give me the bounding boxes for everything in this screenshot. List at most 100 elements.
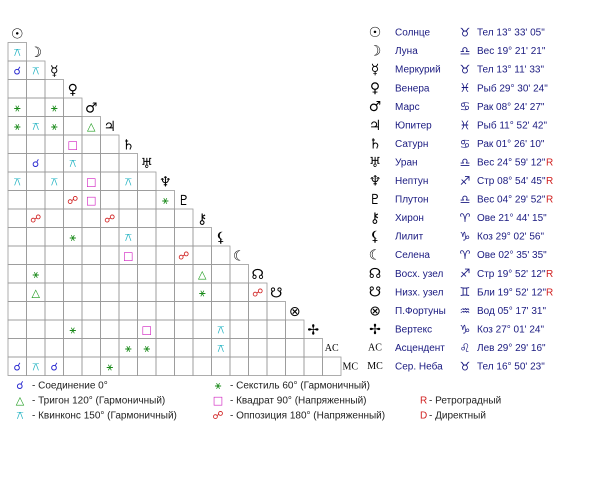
grid-cell — [100, 264, 120, 284]
diagonal-glyph: ⚷ — [197, 211, 207, 227]
grid-cell — [63, 264, 83, 284]
aspect-symbol: ⚹ — [162, 194, 169, 207]
legend-label: - Директный — [429, 411, 486, 422]
grid-cell — [7, 134, 27, 154]
aspect-symbol: ⚻ — [32, 120, 39, 133]
grid-cell — [44, 208, 64, 228]
position: Вес 04° 29' 52" — [477, 195, 546, 206]
planet-glyph: ♂ — [369, 99, 382, 115]
legend-label: - Квадрат 90° (Напряженный) — [230, 396, 366, 407]
grid-cell — [118, 301, 138, 321]
grid-cell — [155, 301, 175, 321]
grid-cell — [155, 245, 175, 265]
grid-cell — [81, 301, 101, 321]
diagonal-glyph: ♂ — [85, 100, 98, 116]
grid-cell — [26, 319, 46, 339]
position: Ове 02° 35' 35" — [477, 250, 547, 261]
planet-glyph: ✢ — [369, 322, 381, 338]
grid-cell — [137, 171, 157, 191]
grid-cell — [100, 227, 120, 247]
legend-label: - Квинконс 150° (Гармоничный) — [32, 411, 177, 422]
grid-cell — [7, 227, 27, 247]
aspect-symbol: ⚹ — [69, 323, 76, 336]
grid-cell — [81, 227, 101, 247]
diagonal-glyph: ♃ — [103, 119, 116, 135]
aspect-symbol: ⚹ — [143, 342, 150, 355]
grid-cell — [211, 356, 231, 376]
aspect-symbol: ☌ — [14, 360, 21, 373]
grid-cell — [100, 301, 120, 321]
aspect-symbol: □ — [86, 175, 96, 188]
grid-cell — [211, 301, 231, 321]
grid-cell — [155, 227, 175, 247]
grid-cell — [137, 356, 157, 376]
grid-cell — [44, 190, 64, 210]
grid-cell — [118, 319, 138, 339]
grid-cell — [7, 264, 27, 284]
grid-cell — [26, 79, 46, 99]
aspect-symbol: ☌ — [51, 360, 58, 373]
diagonal-glyph: ♀ — [68, 82, 78, 98]
grid-cell — [63, 208, 83, 228]
planet-name: Плутон — [395, 195, 429, 206]
planet-name: Селена — [395, 250, 430, 261]
planet-glyph: ⚸ — [370, 229, 380, 245]
planet-glyph: ♄ — [369, 136, 382, 152]
planet-name: Сатурн — [395, 139, 428, 150]
aspect-symbol: ⚻ — [69, 157, 76, 170]
grid-cell — [118, 264, 138, 284]
planet-glyph: ☾ — [369, 248, 382, 264]
grid-cell — [26, 190, 46, 210]
legend-label: - Секстиль 60° (Гармоничный) — [230, 381, 370, 392]
grid-cell — [7, 282, 27, 302]
retro-flag: R — [546, 157, 553, 168]
aspect-symbol: ⚻ — [14, 175, 21, 188]
aspect-symbol: ☍ — [30, 212, 41, 225]
grid-cell — [137, 264, 157, 284]
aspect-symbol: ⚻ — [32, 360, 39, 373]
aspect-symbol: ⚹ — [14, 120, 21, 133]
aspect-symbol: ☍ — [67, 194, 78, 207]
planet-glyph: MC — [367, 361, 383, 372]
sign-glyph: ♉ — [460, 63, 471, 77]
grid-cell — [155, 208, 175, 228]
diagonal-glyph: ⚸ — [216, 230, 226, 246]
planet-name: Марс — [395, 102, 420, 113]
planet-glyph: ☉ — [369, 25, 382, 41]
aspect-symbol: ☍ — [252, 286, 263, 299]
planet-name: Солнце — [395, 28, 431, 39]
grid-cell — [44, 245, 64, 265]
sign-glyph: ♒ — [460, 304, 471, 318]
planet-glyph: AC — [368, 343, 382, 354]
sign-glyph: ♐ — [460, 267, 471, 281]
grid-cell — [7, 319, 27, 339]
aspect-symbol: ⚹ — [69, 231, 76, 244]
grid-cell — [7, 301, 27, 321]
grid-cell — [155, 319, 175, 339]
grid-cell — [44, 319, 64, 339]
planet-name: Нептун — [395, 176, 428, 187]
grid-cell — [155, 264, 175, 284]
grid-cell — [44, 227, 64, 247]
diagonal-glyph: ☊ — [252, 267, 264, 283]
aspect-symbol: ⚹ — [51, 101, 58, 114]
diagonal-glyph: MC — [342, 362, 358, 373]
grid-cell — [7, 153, 27, 173]
grid-cell — [174, 356, 194, 376]
grid-cell — [100, 190, 120, 210]
retro-flag: R — [546, 269, 553, 280]
grid-cell — [229, 356, 249, 376]
grid-cell — [137, 282, 157, 302]
aspect-symbol: ⚹ — [106, 360, 113, 373]
aspect-symbol: △ — [198, 268, 207, 281]
sign-glyph: ♉ — [460, 359, 471, 373]
grid-cell — [26, 97, 46, 117]
position: Тел 13° 11' 33" — [477, 65, 544, 76]
sign-glyph: ♉ — [460, 26, 471, 40]
grid-cell — [266, 319, 286, 339]
grid-cell — [174, 282, 194, 302]
position: Коз 27° 01' 24" — [477, 324, 544, 335]
grid-cell — [118, 153, 138, 173]
grid-cell — [26, 301, 46, 321]
